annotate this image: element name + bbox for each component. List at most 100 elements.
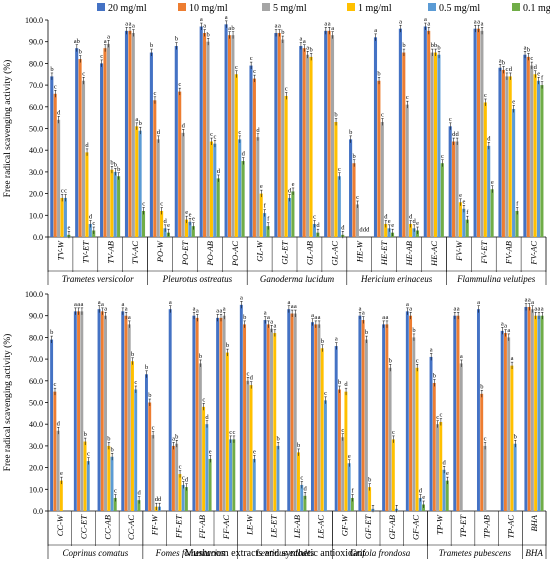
bar — [409, 315, 413, 511]
bar — [455, 141, 459, 237]
significance-letter: c — [235, 64, 238, 71]
significance-letter: b — [502, 59, 505, 66]
significance-letter: d — [288, 188, 292, 195]
bar — [274, 33, 278, 237]
significance-letter: c — [406, 94, 409, 101]
y-tick-label: 90.0 — [29, 312, 43, 321]
significance-letter: a — [453, 305, 456, 312]
significance-letter: a — [328, 20, 331, 27]
significance-letter: a — [318, 314, 321, 321]
bar — [508, 76, 512, 237]
significance-letter: b — [389, 357, 392, 364]
bar — [320, 348, 324, 511]
significance-letter: a — [362, 310, 365, 317]
bar — [127, 324, 131, 511]
bar — [216, 178, 220, 237]
significance-letter: b — [434, 42, 437, 49]
significance-letter: c — [449, 116, 452, 123]
bar — [198, 363, 202, 511]
group-label: Pleurotus ostreatus — [162, 274, 233, 284]
significance-letter: a — [101, 301, 104, 308]
bar — [80, 311, 84, 511]
bar — [412, 337, 416, 511]
significance-letter: a — [125, 305, 128, 312]
bar — [341, 437, 345, 511]
category-label: TP-ET — [458, 514, 468, 538]
significance-letter: d — [185, 477, 189, 484]
bar — [347, 463, 351, 511]
significance-letter: a — [294, 303, 297, 310]
significance-letter: a — [128, 314, 131, 321]
bar — [83, 441, 87, 511]
significance-letter: a — [374, 27, 377, 34]
bar — [113, 497, 117, 511]
category-label: GF-W — [339, 514, 349, 536]
significance-letter: a — [132, 23, 135, 30]
group-label: Lentinus edodes — [255, 548, 315, 558]
significance-letter: c — [64, 188, 67, 195]
bar — [219, 317, 223, 511]
significance-letter: a — [477, 299, 480, 306]
bar — [540, 315, 544, 511]
significance-letter: c — [142, 201, 145, 208]
y-tick-label: 10.0 — [29, 211, 43, 220]
legend-swatch — [347, 3, 355, 11]
significance-letter: a — [220, 307, 223, 314]
category-label: HE-AC — [429, 241, 439, 267]
bar — [104, 315, 107, 511]
significance-letter: e — [185, 209, 188, 216]
bar — [452, 141, 456, 237]
bar — [110, 169, 114, 237]
significance-letter: e — [348, 453, 351, 460]
y-tick-label: 40.0 — [29, 420, 43, 429]
significance-letter: a — [193, 305, 196, 312]
significance-letter: ab — [74, 38, 80, 45]
bar — [436, 424, 439, 511]
significance-letter: a — [291, 303, 294, 310]
significance-letter: c — [160, 201, 163, 208]
bar — [384, 223, 388, 237]
category-label: TV-ET — [80, 240, 90, 263]
bar — [361, 320, 365, 511]
bar — [462, 208, 466, 237]
bar — [523, 54, 527, 237]
x-axis-label: Mushroom extracts and synthetic antioxid… — [185, 548, 366, 559]
bar — [483, 445, 487, 511]
bar — [160, 210, 164, 237]
bar — [323, 400, 327, 511]
bar — [501, 69, 505, 237]
category-label: FV-AB — [504, 241, 514, 265]
group-label: Grifola frondosa — [350, 548, 411, 558]
bar — [465, 219, 469, 237]
bar — [314, 324, 318, 511]
bar — [50, 76, 54, 237]
significance-letter: a — [270, 318, 273, 325]
significance-letter: e — [512, 99, 515, 106]
category-label: GF-AB — [387, 515, 397, 540]
significance-letter: b — [150, 42, 153, 49]
group-label: Trametes versicolor — [62, 274, 134, 284]
bar — [473, 28, 477, 238]
bar — [148, 402, 152, 511]
bar — [423, 26, 427, 238]
bar — [100, 63, 104, 238]
significance-letter: e — [422, 494, 425, 501]
significance-letter: b — [79, 49, 82, 56]
bar — [149, 52, 153, 237]
bar — [537, 315, 541, 511]
bar — [391, 439, 395, 511]
legend-swatch — [512, 3, 520, 11]
bar — [50, 339, 54, 511]
bar — [445, 480, 449, 511]
significance-letter: b — [412, 327, 415, 334]
significance-letter: a — [538, 305, 541, 312]
bar — [188, 221, 192, 237]
significance-letter: a — [534, 305, 537, 312]
legend-swatch — [97, 3, 105, 11]
category-label: CC-ET — [79, 514, 89, 539]
significance-letter: d — [344, 381, 348, 388]
significance-letter: b — [281, 29, 284, 36]
y-tick-label: 20.0 — [29, 464, 43, 473]
significance-letter: c — [338, 166, 341, 173]
